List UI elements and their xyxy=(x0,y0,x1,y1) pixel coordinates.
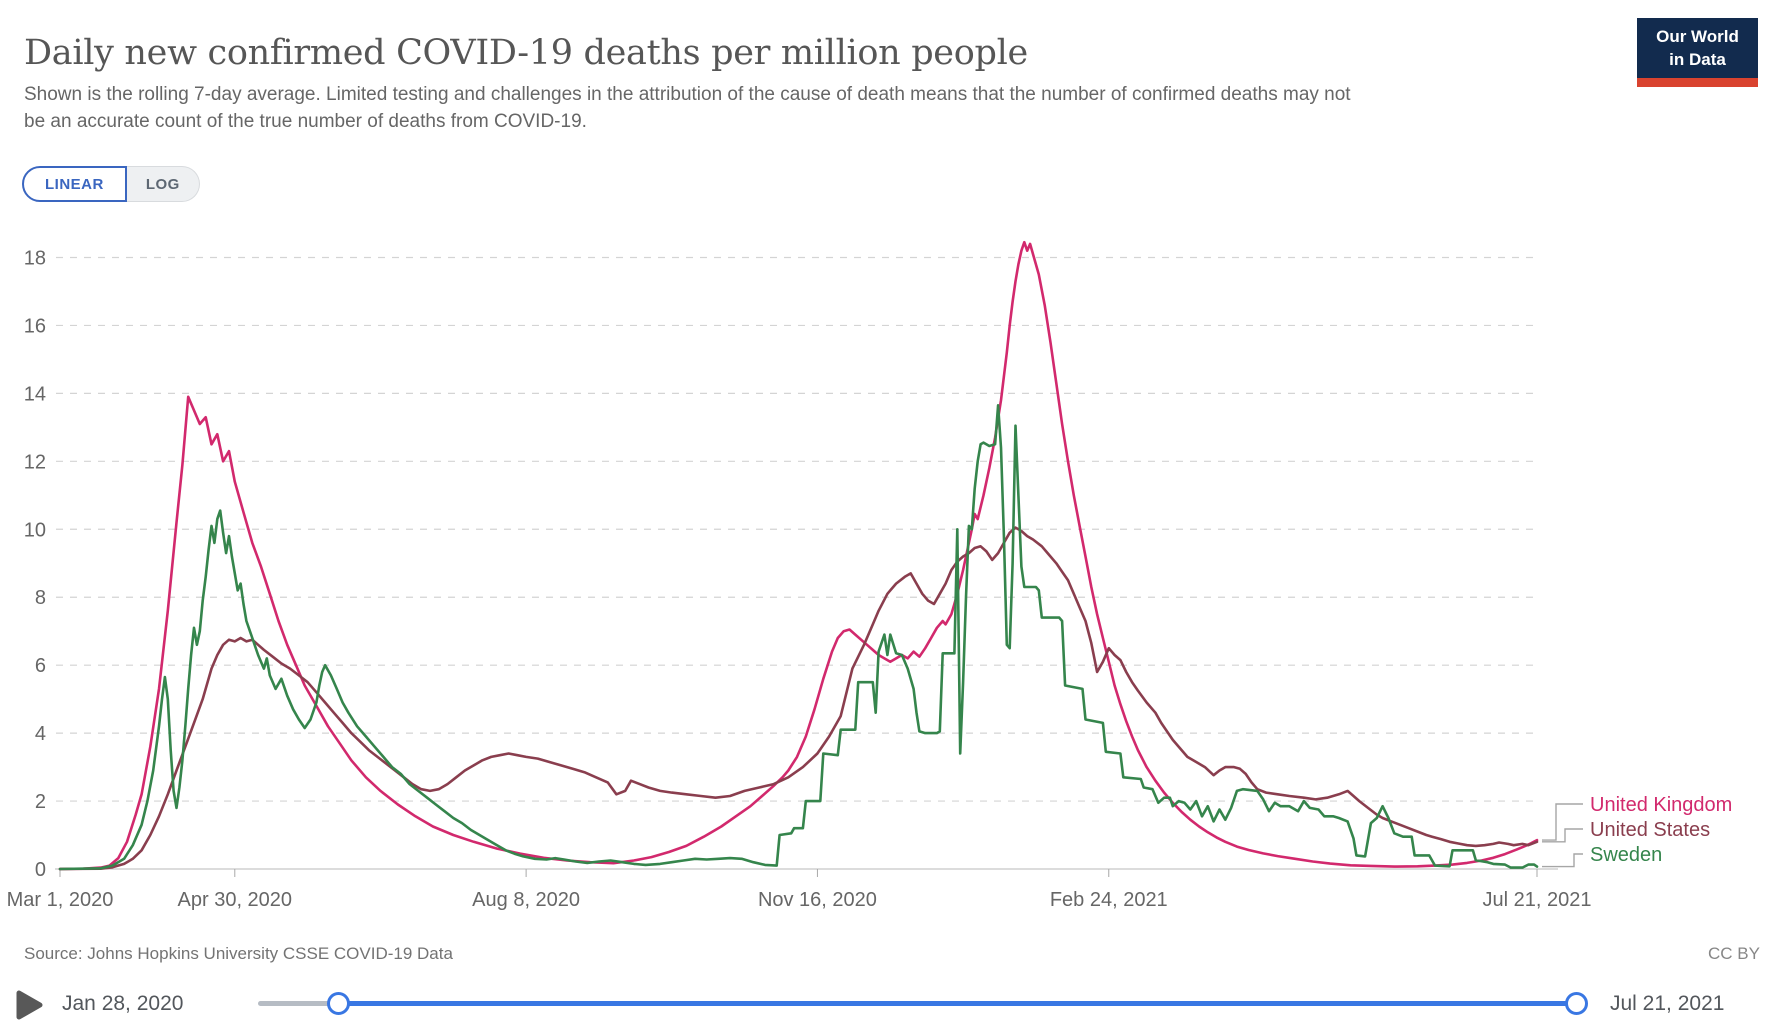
y-axis-label: 14 xyxy=(24,383,46,405)
play-icon xyxy=(16,990,43,1020)
y-axis-label: 10 xyxy=(24,519,46,541)
y-axis-label: 18 xyxy=(24,248,46,270)
timeline-track-active[interactable] xyxy=(339,1001,1577,1006)
y-axis-label: 8 xyxy=(35,587,46,609)
timeline-handle-start[interactable] xyxy=(327,992,350,1015)
legend-label-sweden[interactable]: Sweden xyxy=(1590,844,1662,866)
timeline-handle-end[interactable] xyxy=(1565,992,1588,1015)
y-axis-label: 12 xyxy=(24,451,46,473)
page-title: Daily new confirmed COVID-19 deaths per … xyxy=(24,33,1028,74)
series-line-sweden[interactable] xyxy=(58,404,1539,871)
play-button[interactable] xyxy=(14,989,44,1021)
owid-logo-red-bar xyxy=(1637,78,1758,87)
legend-label-united-states[interactable]: United States xyxy=(1590,819,1710,841)
owid-logo-line2: in Data xyxy=(1669,50,1726,69)
chart-canvas: 0 2 4 6 8 10 12 14 16 18 Mar 1, 2020 Apr 30, 2020 Au… xyxy=(7,240,1732,911)
owid-logo[interactable]: Our World in Data xyxy=(1637,18,1758,87)
x-axis-label: Aug 8, 2020 xyxy=(472,889,580,911)
series-line-united-states[interactable] xyxy=(58,526,1539,871)
y-axis-label: 4 xyxy=(35,723,46,745)
y-axis-label: 16 xyxy=(24,315,46,337)
series-line-united-kingdom[interactable] xyxy=(58,240,1539,871)
y-axis-label: 2 xyxy=(35,791,46,813)
x-axis-label: Feb 24, 2021 xyxy=(1050,889,1168,911)
scale-toggle: LINEAR LOG xyxy=(22,166,200,202)
x-axis-label: Mar 1, 2020 xyxy=(7,889,114,911)
legend-label-united-kingdom[interactable]: United Kingdom xyxy=(1590,794,1732,816)
x-axis-label: Jul 21, 2021 xyxy=(1483,889,1592,911)
x-axis-label: Nov 16, 2020 xyxy=(758,889,877,911)
owid-logo-text: Our World in Data xyxy=(1637,18,1758,78)
legend-connector xyxy=(1542,803,1583,841)
linear-tab[interactable]: LINEAR xyxy=(22,166,127,202)
legend-connector xyxy=(1542,853,1583,868)
timeline-end-date: Jul 21, 2021 xyxy=(1610,992,1725,1015)
license-badge[interactable]: CC BY xyxy=(1708,944,1760,963)
source-note: Source: Johns Hopkins University CSSE CO… xyxy=(24,944,453,963)
y-axis-label: 6 xyxy=(35,655,46,677)
timeline-start-date: Jan 28, 2020 xyxy=(62,992,184,1015)
page-subtitle: Shown is the rolling 7-day average. Limi… xyxy=(24,84,1351,132)
x-axis-label: Apr 30, 2020 xyxy=(178,889,293,911)
legend-connector xyxy=(1542,828,1583,843)
log-tab[interactable]: LOG xyxy=(126,166,200,202)
y-axis-label: 0 xyxy=(35,859,46,881)
owid-logo-line1: Our World xyxy=(1656,27,1739,46)
